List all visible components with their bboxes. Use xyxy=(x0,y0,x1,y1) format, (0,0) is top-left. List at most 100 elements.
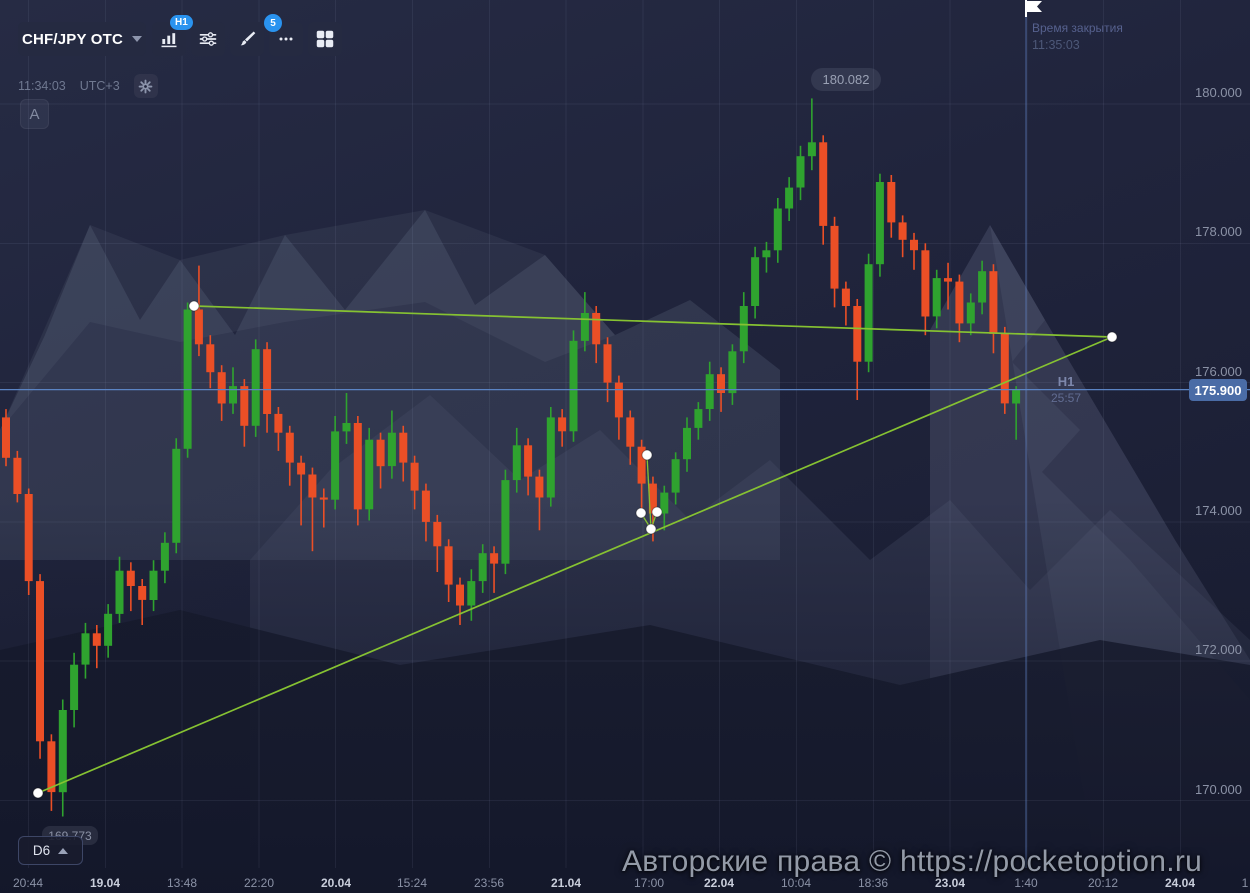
candle-body xyxy=(467,581,476,606)
candle-body xyxy=(580,313,589,341)
trendline[interactable] xyxy=(193,305,1113,338)
sliders-icon xyxy=(199,32,217,46)
candle-body xyxy=(387,432,396,467)
candle-body xyxy=(648,483,657,514)
candle-body xyxy=(785,187,794,209)
candle-body xyxy=(569,340,578,432)
candle-body xyxy=(410,462,419,491)
drawing-tools-button[interactable] xyxy=(230,22,264,56)
candle-body xyxy=(898,222,907,240)
candle-body xyxy=(36,581,44,742)
anchor-dot[interactable] xyxy=(32,787,44,799)
candle-body xyxy=(92,633,101,646)
bar-chart-icon xyxy=(161,33,177,48)
candle-body xyxy=(342,423,351,432)
trendline[interactable] xyxy=(37,336,1113,794)
current-price-badge: 175.900 xyxy=(1189,379,1247,401)
candle-body xyxy=(637,446,646,484)
server-clock: 11:34:03 UTC+3 xyxy=(18,74,158,98)
settings-button[interactable] xyxy=(133,74,158,98)
candle-body xyxy=(841,288,850,306)
candle-body xyxy=(864,264,873,362)
candle-body xyxy=(796,156,805,188)
flag-icon xyxy=(1025,0,1042,17)
candle-countdown: H1 25:57 xyxy=(1044,374,1088,405)
candle-body xyxy=(694,409,703,428)
period-selector-button[interactable]: D6 xyxy=(18,836,83,865)
candle-body xyxy=(115,570,124,614)
candle-body xyxy=(58,710,67,793)
countdown-remaining: 25:57 xyxy=(1050,391,1082,405)
drawings-count-badge: 5 xyxy=(264,14,282,32)
drawing-segment[interactable] xyxy=(646,454,652,530)
candle-body xyxy=(160,542,169,571)
clock-time: 11:34:03 xyxy=(18,79,66,93)
candle-body xyxy=(819,142,828,226)
candle-body xyxy=(626,417,635,447)
candle-body xyxy=(966,302,975,324)
symbol-label: CHF/JPY OTC xyxy=(21,30,124,48)
candle-body xyxy=(705,374,714,409)
candle-body xyxy=(955,281,964,324)
anchor-dot[interactable] xyxy=(651,506,663,518)
candle-body xyxy=(944,278,952,282)
candle-body xyxy=(989,271,998,334)
candle-body xyxy=(773,208,782,251)
candle-body xyxy=(478,553,487,582)
candle-body xyxy=(285,432,294,463)
closing-time-block: Время закрытия 11:35:03 xyxy=(1032,20,1123,53)
ellipsis-icon xyxy=(279,37,293,41)
candle-body xyxy=(728,351,737,394)
candle-body xyxy=(978,271,987,303)
candle-body xyxy=(512,445,521,481)
candle-body xyxy=(546,417,555,498)
account-badge[interactable]: A xyxy=(20,99,49,129)
candle-body xyxy=(603,344,612,383)
candle-body xyxy=(263,349,272,414)
candle-body xyxy=(910,239,918,251)
candle-body xyxy=(331,431,340,500)
gear-icon xyxy=(138,79,153,93)
candle-body xyxy=(921,250,930,317)
candle-body xyxy=(421,490,430,522)
high-price-marker: 180.082 xyxy=(811,68,881,91)
anchor-dot[interactable] xyxy=(635,507,647,519)
symbol-selector-button[interactable]: CHF/JPY OTC xyxy=(18,22,146,56)
candle-body xyxy=(1012,389,1021,404)
candle-body xyxy=(297,462,306,475)
candle-body xyxy=(251,349,260,426)
candle-body xyxy=(717,374,725,393)
candle-body xyxy=(13,457,22,494)
candle-body xyxy=(875,182,884,265)
candle-body xyxy=(240,386,249,426)
grid-icon xyxy=(316,30,334,48)
anchor-dot[interactable] xyxy=(641,449,653,461)
anchor-dot[interactable] xyxy=(645,523,657,535)
candle-body xyxy=(70,664,79,710)
indicators-button[interactable] xyxy=(191,22,225,56)
candle-body xyxy=(2,417,10,458)
candle-body xyxy=(932,278,941,317)
candle-body xyxy=(217,372,226,404)
anchor-dot[interactable] xyxy=(188,300,200,312)
candle-body xyxy=(376,439,385,467)
candle-body xyxy=(308,474,317,498)
candle-body xyxy=(490,553,499,564)
candle-body xyxy=(183,309,192,449)
candle-body xyxy=(592,313,601,345)
chevron-up-icon xyxy=(58,847,69,854)
closing-time-value: 11:35:03 xyxy=(1032,38,1080,52)
candle-body xyxy=(535,476,544,498)
layout-grid-button[interactable] xyxy=(308,22,342,56)
candle-body xyxy=(206,344,215,373)
clock-timezone: UTC+3 xyxy=(79,79,120,93)
anchor-dot[interactable] xyxy=(1106,331,1118,343)
candle-body xyxy=(81,633,90,665)
timeframe-badge: H1 xyxy=(170,15,193,30)
candle-body xyxy=(274,413,283,433)
candle-body xyxy=(807,142,816,157)
candle-body xyxy=(671,459,680,493)
candle-body xyxy=(229,386,237,404)
